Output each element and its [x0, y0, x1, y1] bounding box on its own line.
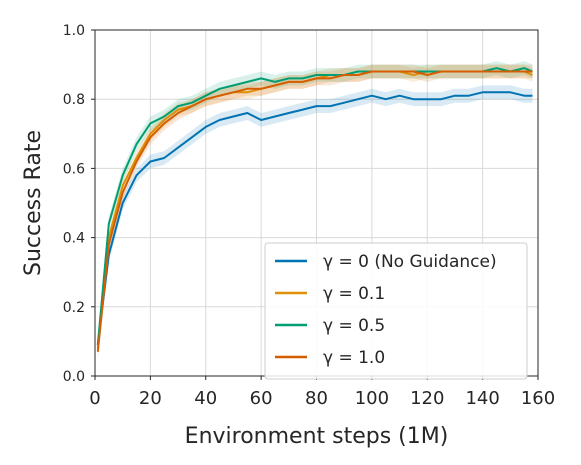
- y-axis-label: Success Rate: [21, 130, 46, 276]
- legend-entry: γ = 0.1: [323, 284, 385, 304]
- y-tick-label: 1.0: [63, 23, 85, 39]
- grid: [94, 29, 539, 377]
- y-tick-label: 0.8: [63, 92, 85, 108]
- y-tick-label: 0.0: [63, 369, 85, 385]
- y-axis-ticks: 0.0 0.2 0.4 0.6 0.8 1.0: [63, 23, 95, 385]
- x-axis-label: Environment steps (1M): [185, 424, 449, 449]
- legend-box: [264, 242, 528, 380]
- legend: γ = 0 (No Guidance) γ = 0.1 γ = 0.5 γ = 1.0: [264, 242, 528, 380]
- series-lines: [96, 67, 533, 352]
- x-tick-label: 60: [250, 388, 273, 409]
- x-tick-label: 20: [139, 388, 162, 409]
- y-tick-label: 0.4: [63, 231, 85, 247]
- x-axis-ticks: 0 20 40 60 80 100 120 140 160: [89, 376, 555, 409]
- y-tick-label: 0.6: [63, 161, 85, 177]
- legend-entry: γ = 1.0: [323, 348, 385, 368]
- legend-entry: γ = 0.5: [323, 316, 385, 336]
- y-tick-label: 0.2: [63, 300, 85, 316]
- x-tick-label: 0: [89, 388, 100, 409]
- x-tick-label: 120: [410, 388, 444, 409]
- legend-entry: γ = 0 (No Guidance): [323, 252, 497, 272]
- series-line-0: [96, 91, 533, 346]
- x-tick-label: 100: [355, 388, 389, 409]
- series-line-3: [96, 70, 533, 352]
- x-tick-label: 40: [194, 388, 217, 409]
- x-tick-label: 140: [465, 388, 499, 409]
- x-tick-label: 80: [305, 388, 328, 409]
- x-tick-label: 160: [521, 388, 555, 409]
